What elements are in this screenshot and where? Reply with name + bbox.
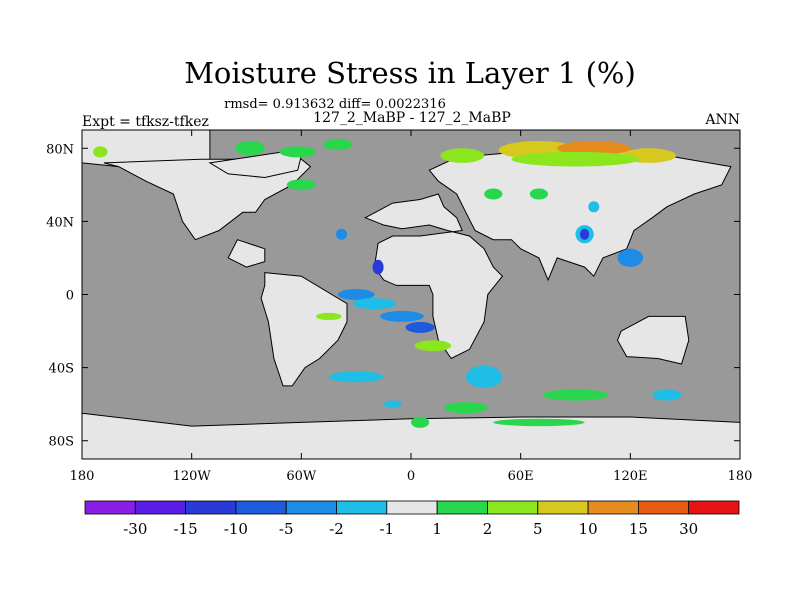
y-tick-label: 0 [66,289,74,304]
chart-subtitle: 127_2_MaBP - 127_2_MaBP [313,110,511,126]
colorbar-swatch [386,500,438,515]
anomaly-patch-26 [542,389,609,401]
land-region-1 [103,158,312,241]
anomaly-patch-17 [328,371,384,383]
experiment-label: Expt = tfksz-tfkez [82,114,209,130]
anomaly-patch-29 [411,416,430,428]
colorbar-swatch [436,500,488,515]
anomaly-patch-12 [337,289,375,300]
colorbar-label: 15 [629,520,648,538]
land-region-3 [227,239,266,268]
colorbar-swatch [134,500,187,515]
anomaly-patch-5 [235,141,265,156]
colorbar-label: 5 [533,520,543,538]
anomaly-patch-30 [443,402,488,414]
colorbar-label: 1 [432,520,442,538]
colorbar-label: -15 [174,520,198,538]
x-tick-label: 120E [613,469,647,484]
colorbar-label: -2 [329,520,344,538]
colorbar-swatch [84,500,136,515]
anomaly-patch-6 [279,146,317,158]
colorbar-label: -10 [224,520,248,538]
anomaly-patch-8 [323,139,353,151]
colorbar-swatch [638,500,690,515]
colorbar-swatch [235,500,287,515]
anomaly-patch-22 [588,201,600,213]
anomaly-patch-15 [405,321,435,333]
colorbar-swatch [587,500,639,515]
anomaly-patch-31 [383,400,402,408]
anomaly-patch-27 [652,389,682,401]
anomaly-patch-13 [352,298,397,310]
land-region-4 [260,272,348,387]
colorbar-swatch [487,500,539,515]
anomaly-patch-24 [529,188,549,200]
colorbar-label: -1 [379,520,394,538]
anomaly-patch-16 [414,340,452,352]
x-tick-label: 120W [173,469,212,484]
land-region-8 [82,412,740,459]
anomaly-patch-18 [316,312,342,321]
colorbar-label: -30 [123,520,147,538]
x-tick-label: 0 [407,469,415,484]
land-region-6 [428,147,732,282]
land-region-7 [616,315,690,365]
stats-line: rmsd= 0.913632 diff= 0.0022316 [224,97,446,112]
colorbar-swatch [688,500,740,515]
anomaly-patch-14 [380,310,424,322]
colorbar-swatch [537,500,589,515]
colorbar-swatch [285,500,337,515]
y-tick-label: 40N [46,215,74,230]
y-tick-label: 80S [49,435,74,450]
anomaly-patch-20 [580,228,590,240]
y-tick-label: 80N [46,142,74,157]
y-tick-label: 40S [49,362,74,377]
colorbar-label: -5 [279,520,294,538]
colorbar-swatch [336,500,388,515]
anomaly-patch-4 [511,151,640,167]
season-label: ANN [704,112,740,128]
anomaly-patch-25 [465,365,503,388]
anomaly-patch-0 [440,148,485,163]
anomaly-patch-10 [336,228,347,240]
colorbar-label: 2 [483,520,493,538]
x-tick-label: 180 [728,469,753,484]
colorbar-label: 10 [579,520,598,538]
anomaly-patch-7 [286,179,316,191]
anomaly-patch-28 [493,418,585,427]
anomaly-patch-11 [372,259,384,275]
anomaly-patch-23 [484,188,503,200]
x-tick-label: 60E [508,469,534,484]
land-region-5 [364,193,504,360]
chart-title: Moisture Stress in Layer 1 (%) [184,56,636,90]
anomaly-patch-21 [617,248,644,267]
colorbar-label: 30 [679,520,698,538]
anomaly-patch-9 [93,146,108,158]
colorbar-swatch [185,500,237,515]
x-tick-label: 60W [286,469,317,484]
x-tick-label: 180 [70,469,95,484]
